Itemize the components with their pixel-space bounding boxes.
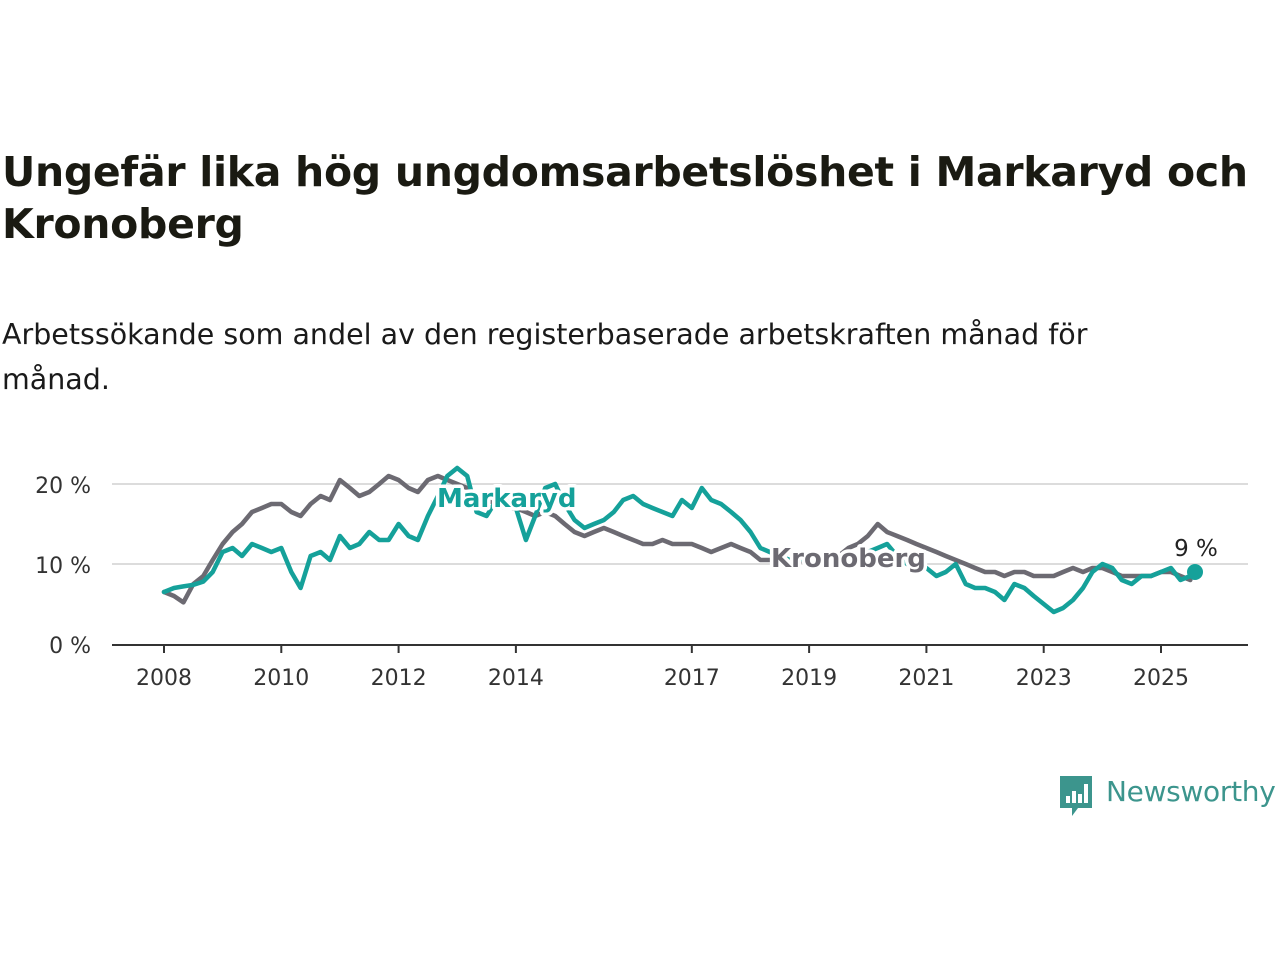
series-lines [161,465,1204,615]
chart-subtitle: Arbetssökande som andel av den registerb… [2,318,1088,396]
y-tick-label: 20 % [35,474,91,499]
end-value-label: 9 % [1174,536,1218,562]
x-tick-label: 2012 [371,666,427,691]
bar-chart-speech-bubble-icon [1060,776,1092,816]
chart-title: Ungefär lika hög ungdomsarbetslöshet i M… [2,148,1248,248]
series-label-markaryd: Markaryd [437,484,576,514]
x-tick-label: 2008 [136,666,192,691]
x-axis-ticks: 2008 2010 2012 2014 2017 2019 2021 2023 2025 [136,645,1189,691]
x-tick-label: 2021 [898,666,954,691]
grid-lines [112,483,1248,565]
x-tick-label: 2025 [1133,666,1189,691]
series-line-markaryd [161,465,1198,615]
brand-logo: Newsworthy [1058,772,1280,818]
line-chart: 0 % 10 % 20 % 2008 2010 2012 2014 2017 2019 2021… [35,465,1248,691]
series-labels: Markaryd Kronoberg 9 % [434,481,1218,578]
x-tick-label: 2017 [664,666,720,691]
x-tick-label: 2019 [781,666,837,691]
end-point-marker [1187,564,1204,580]
brand-name: Newsworthy [1106,775,1276,808]
y-axis-ticks: 0 % 10 % 20 % [35,474,91,659]
y-tick-label: 0 % [49,634,91,659]
series-label-kronoberg: Kronoberg [771,544,926,574]
x-tick-label: 2010 [253,666,309,691]
y-tick-label: 10 % [35,554,91,579]
series-line-kronoberg [161,473,1193,605]
x-tick-label: 2023 [1016,666,1072,691]
x-tick-label: 2014 [488,666,544,691]
